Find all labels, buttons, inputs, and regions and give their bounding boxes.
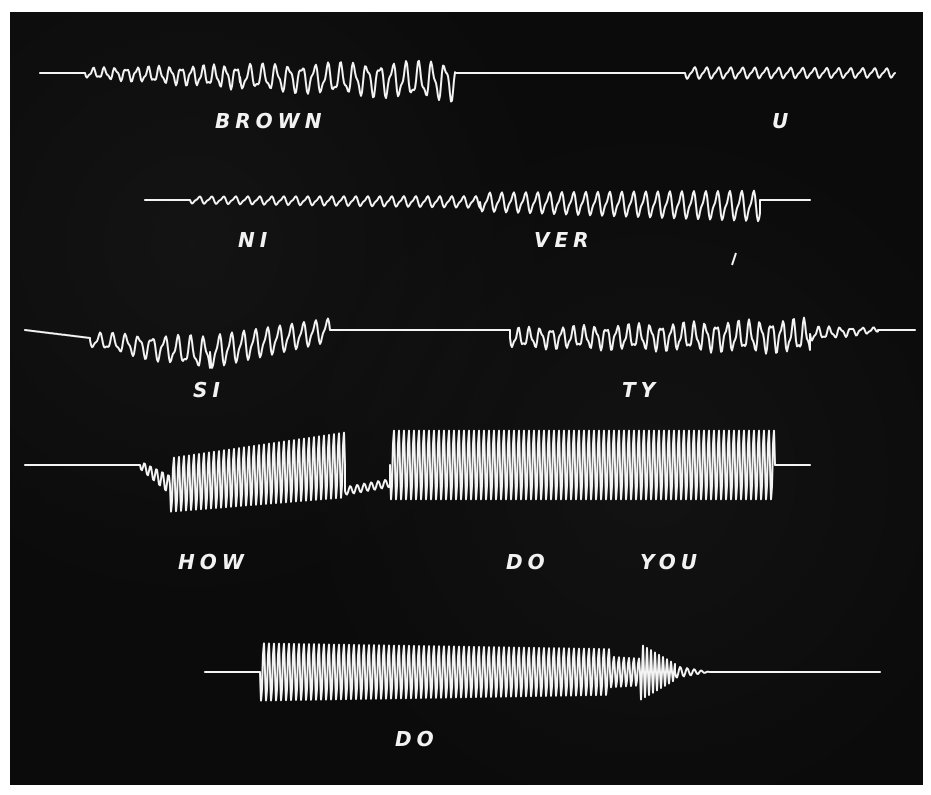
label-ver: VER (534, 228, 594, 252)
waveform-how-do-you (24, 429, 811, 513)
label-ty: TY (622, 378, 661, 402)
stray-mark (731, 252, 737, 266)
label-do: DO (506, 550, 550, 574)
oscillogram-plate: BROWN U NI VER SI TY HOW DO YOU DO (10, 12, 923, 785)
waveform-ni-ver (144, 189, 811, 223)
waveform-brown-u (39, 59, 896, 103)
label-you: YOU (640, 550, 703, 574)
label-do-bottom: DO (395, 727, 439, 751)
label-brown: BROWN (215, 109, 327, 133)
label-how: HOW (178, 550, 249, 574)
waveform-traces (24, 59, 916, 702)
label-si: SI (193, 378, 225, 402)
label-ni: NI (238, 228, 273, 252)
label-u: U (772, 109, 794, 133)
waveform-do (204, 642, 881, 702)
waveform-si-ty (24, 316, 916, 369)
